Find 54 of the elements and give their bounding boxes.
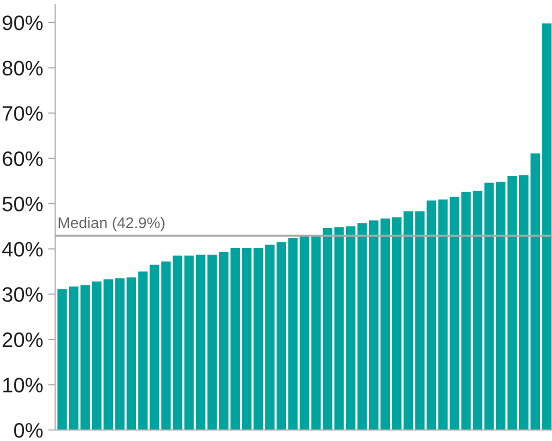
bar bbox=[161, 262, 171, 430]
bar bbox=[218, 252, 228, 430]
y-tick-label: 40% bbox=[2, 242, 43, 257]
bar bbox=[68, 286, 78, 430]
bar bbox=[426, 200, 436, 430]
y-tick-label: 0% bbox=[14, 422, 43, 438]
bar bbox=[150, 264, 160, 430]
bar bbox=[530, 153, 540, 430]
bar bbox=[196, 254, 206, 430]
y-tick-label: 10% bbox=[3, 378, 43, 392]
y-tick-label: 30% bbox=[2, 287, 43, 302]
bar bbox=[368, 220, 378, 430]
bar bbox=[404, 211, 414, 430]
bar bbox=[472, 190, 482, 430]
bar bbox=[265, 244, 275, 430]
bar bbox=[172, 256, 182, 430]
y-tick-label: 20% bbox=[2, 332, 43, 348]
bar bbox=[334, 227, 344, 430]
bar bbox=[496, 182, 506, 430]
bar bbox=[438, 200, 448, 430]
bar bbox=[322, 228, 332, 430]
bar bbox=[138, 272, 148, 430]
bar bbox=[242, 248, 252, 430]
bar bbox=[380, 218, 390, 430]
bar bbox=[126, 277, 136, 430]
bar bbox=[57, 289, 67, 430]
bar bbox=[300, 236, 310, 430]
bar bbox=[392, 217, 402, 430]
bar bbox=[415, 211, 425, 430]
bar bbox=[104, 279, 114, 430]
bar bbox=[276, 242, 286, 430]
bar bbox=[461, 192, 471, 430]
bar bbox=[450, 196, 460, 430]
y-tick-label: 50% bbox=[2, 196, 43, 212]
bar bbox=[115, 278, 125, 430]
bar bbox=[207, 254, 217, 430]
bar bbox=[507, 176, 517, 430]
bar bbox=[254, 248, 264, 430]
y-tick-label: 90% bbox=[2, 16, 43, 30]
bar bbox=[346, 226, 356, 430]
bar bbox=[92, 281, 102, 430]
bar bbox=[484, 182, 494, 430]
bar bbox=[288, 238, 298, 430]
y-tick-label: 80% bbox=[2, 60, 43, 76]
bar bbox=[357, 223, 367, 430]
ref-line-label: Median (42.9%) bbox=[58, 216, 164, 232]
bar bbox=[184, 256, 194, 430]
bar bbox=[542, 23, 552, 430]
bar bbox=[80, 285, 90, 430]
bar bbox=[230, 248, 240, 430]
bar bbox=[311, 235, 321, 430]
bar bbox=[518, 175, 528, 430]
y-tick-label: 70% bbox=[2, 106, 43, 121]
y-tick-label: 60% bbox=[2, 151, 43, 166]
